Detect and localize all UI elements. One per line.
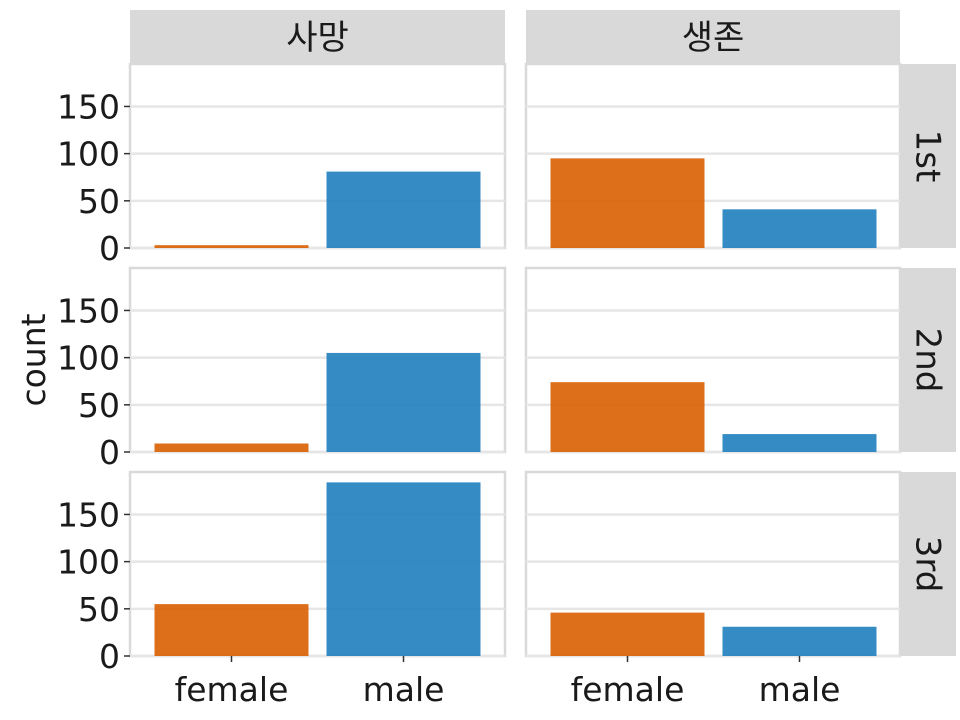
panel (128, 62, 507, 250)
panel (524, 470, 902, 658)
column-strips: 사망 생존 (130, 10, 900, 64)
y-tick-label: 50 (78, 386, 120, 425)
bar-female (154, 443, 309, 452)
y-axes: 0 50 100 150 0 50 100 150 0 50 100 150 (57, 87, 130, 676)
y-tick-label: 150 (57, 495, 120, 534)
row-strip-bg (901, 64, 956, 248)
x-tick-label: male (363, 670, 445, 709)
bar-female (550, 382, 705, 452)
x-tick-label: female (175, 670, 289, 709)
y-tick-label: 50 (78, 182, 120, 221)
bar-male (326, 482, 481, 656)
column-strip-label: 사망 (286, 18, 349, 58)
bar-female (154, 245, 309, 248)
bar-female (550, 612, 705, 656)
y-tick-label: 0 (99, 637, 120, 676)
y-tick-label: 100 (57, 543, 120, 582)
panels (128, 62, 902, 658)
y-tick-label: 150 (57, 291, 120, 330)
panel (524, 62, 902, 250)
x-axes: female male female male (175, 656, 841, 709)
bar-female (154, 604, 309, 656)
bar-male (326, 171, 481, 248)
x-tick-label: female (571, 670, 685, 709)
y-tick-label: 50 (78, 590, 120, 629)
column-strip-bg (526, 10, 900, 64)
y-tick-label: 100 (57, 135, 120, 174)
y-tick-label: 0 (99, 433, 120, 472)
y-axis-title: count (14, 313, 53, 406)
row-strip-label: 3rd (908, 536, 948, 593)
column-strip-label: 생존 (682, 18, 745, 58)
y-tick-label: 150 (57, 87, 120, 126)
bar-male (326, 352, 481, 452)
y-tick-label: 100 (57, 339, 120, 378)
row-strip-label: 2nd (908, 328, 948, 393)
row-strip-label: 1st (908, 130, 948, 183)
bar-female (550, 158, 705, 248)
row-strip-bg (901, 472, 956, 656)
panel (524, 266, 902, 454)
row-strip-bg (901, 268, 956, 452)
bar-male (722, 434, 877, 452)
x-tick-label: male (759, 670, 841, 709)
y-tick-label: 0 (99, 229, 120, 268)
bar-male (722, 626, 877, 656)
bar-male (722, 209, 877, 248)
column-strip-bg (130, 10, 505, 64)
panel (128, 470, 507, 658)
panel (128, 266, 507, 454)
row-strips: 1st 2nd 3rd (901, 64, 956, 656)
